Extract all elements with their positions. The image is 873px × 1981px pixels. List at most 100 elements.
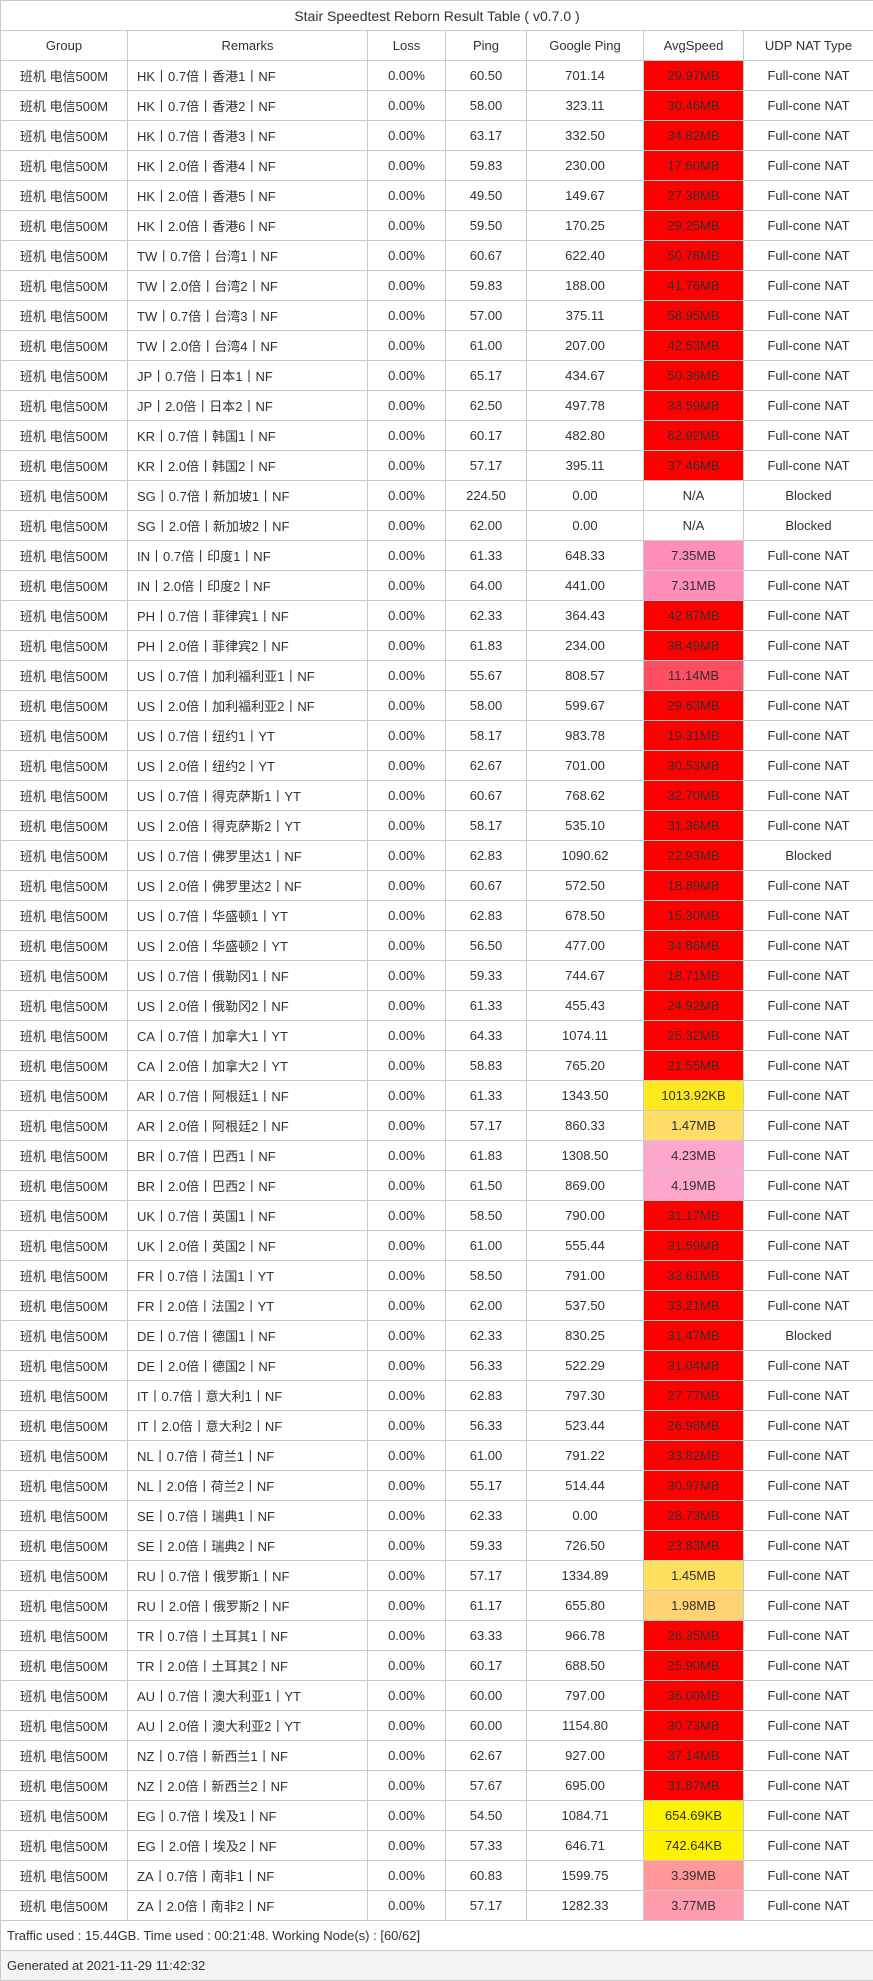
loss-cell: 0.00% [368,541,446,571]
avgspeed-cell: 1.98MB [644,1591,744,1621]
nat-type-cell: Blocked [744,1321,873,1351]
group-cell: 班机 电信500M [1,1501,128,1531]
loss-cell: 0.00% [368,1111,446,1141]
google-ping-cell: 0.00 [527,511,644,541]
avgspeed-cell: 31.47MB [644,1321,744,1351]
nat-type-cell: Full-cone NAT [744,1081,873,1111]
google-ping-cell: 860.33 [527,1111,644,1141]
nat-type-cell: Full-cone NAT [744,1501,873,1531]
ping-cell: 62.33 [446,1501,527,1531]
nat-type-cell: Full-cone NAT [744,361,873,391]
google-ping-cell: 646.71 [527,1831,644,1861]
loss-cell: 0.00% [368,1261,446,1291]
nat-type-cell: Full-cone NAT [744,601,873,631]
loss-cell: 0.00% [368,1621,446,1651]
google-ping-cell: 149.67 [527,181,644,211]
remarks-cell: EG丨0.7倍丨埃及1丨NF [128,1801,368,1831]
nat-type-cell: Full-cone NAT [744,1171,873,1201]
nat-type-cell: Full-cone NAT [744,181,873,211]
loss-cell: 0.00% [368,721,446,751]
table-row: 班机 电信500M SE丨2.0倍丨瑞典2丨NF 0.00% 59.33 726… [1,1531,873,1561]
avgspeed-cell: 42.87MB [644,601,744,631]
table-row: 班机 电信500M NL丨2.0倍丨荷兰2丨NF 0.00% 55.17 514… [1,1471,873,1501]
column-header-remarks: Remarks [128,31,368,61]
google-ping-cell: 1154.80 [527,1711,644,1741]
google-ping-cell: 497.78 [527,391,644,421]
table-row: 班机 电信500M ZA丨0.7倍丨南非1丨NF 0.00% 60.83 159… [1,1861,873,1891]
group-cell: 班机 电信500M [1,751,128,781]
group-cell: 班机 电信500M [1,1261,128,1291]
avgspeed-cell: 19.31MB [644,721,744,751]
nat-type-cell: Full-cone NAT [744,781,873,811]
remarks-cell: KR丨2.0倍丨韩国2丨NF [128,451,368,481]
group-cell: 班机 电信500M [1,1891,128,1921]
loss-cell: 0.00% [368,1141,446,1171]
google-ping-cell: 477.00 [527,931,644,961]
table-row: 班机 电信500M US丨0.7倍丨俄勒冈1丨NF 0.00% 59.33 74… [1,961,873,991]
google-ping-cell: 655.80 [527,1591,644,1621]
loss-cell: 0.00% [368,121,446,151]
group-cell: 班机 电信500M [1,1831,128,1861]
avgspeed-cell: 34.86MB [644,931,744,961]
table-row: 班机 电信500M NZ丨0.7倍丨新西兰1丨NF 0.00% 62.67 92… [1,1741,873,1771]
ping-cell: 62.00 [446,1291,527,1321]
loss-cell: 0.00% [368,391,446,421]
table-row: 班机 电信500M AU丨2.0倍丨澳大利亚2丨YT 0.00% 60.00 1… [1,1711,873,1741]
loss-cell: 0.00% [368,241,446,271]
nat-type-cell: Full-cone NAT [744,691,873,721]
remarks-cell: ZA丨0.7倍丨南非1丨NF [128,1861,368,1891]
loss-cell: 0.00% [368,751,446,781]
remarks-cell: CA丨2.0倍丨加拿大2丨YT [128,1051,368,1081]
group-cell: 班机 电信500M [1,511,128,541]
google-ping-cell: 790.00 [527,1201,644,1231]
table-row: 班机 电信500M TW丨2.0倍丨台湾4丨NF 0.00% 61.00 207… [1,331,873,361]
avgspeed-cell: 33.21MB [644,1291,744,1321]
ping-cell: 59.83 [446,271,527,301]
group-cell: 班机 电信500M [1,1021,128,1051]
loss-cell: 0.00% [368,661,446,691]
loss-cell: 0.00% [368,1381,446,1411]
remarks-cell: KR丨0.7倍丨韩国1丨NF [128,421,368,451]
column-header-group: Group [1,31,128,61]
loss-cell: 0.00% [368,451,446,481]
group-cell: 班机 电信500M [1,1861,128,1891]
group-cell: 班机 电信500M [1,691,128,721]
nat-type-cell: Full-cone NAT [744,961,873,991]
avgspeed-cell: 3.77MB [644,1891,744,1921]
google-ping-cell: 1308.50 [527,1141,644,1171]
google-ping-cell: 983.78 [527,721,644,751]
remarks-cell: ZA丨2.0倍丨南非2丨NF [128,1891,368,1921]
group-cell: 班机 电信500M [1,421,128,451]
remarks-cell: NZ丨0.7倍丨新西兰1丨NF [128,1741,368,1771]
loss-cell: 0.00% [368,871,446,901]
avgspeed-cell: 42.53MB [644,331,744,361]
google-ping-cell: 323.11 [527,91,644,121]
table-row: 班机 电信500M SG丨2.0倍丨新加坡2丨NF 0.00% 62.00 0.… [1,511,873,541]
avgspeed-cell: 37.14MB [644,1741,744,1771]
group-cell: 班机 电信500M [1,1051,128,1081]
remarks-cell: AU丨2.0倍丨澳大利亚2丨YT [128,1711,368,1741]
avgspeed-cell: 21.55MB [644,1051,744,1081]
avgspeed-cell: 3.39MB [644,1861,744,1891]
group-cell: 班机 电信500M [1,1531,128,1561]
nat-type-cell: Full-cone NAT [744,1651,873,1681]
table-row: 班机 电信500M NZ丨2.0倍丨新西兰2丨NF 0.00% 57.67 69… [1,1771,873,1801]
table-row: 班机 电信500M DE丨0.7倍丨德国1丨NF 0.00% 62.33 830… [1,1321,873,1351]
remarks-cell: SG丨2.0倍丨新加坡2丨NF [128,511,368,541]
loss-cell: 0.00% [368,511,446,541]
ping-cell: 61.33 [446,541,527,571]
google-ping-cell: 966.78 [527,1621,644,1651]
table-row: 班机 电信500M JP丨2.0倍丨日本2丨NF 0.00% 62.50 497… [1,391,873,421]
google-ping-cell: 1282.33 [527,1891,644,1921]
ping-cell: 58.00 [446,691,527,721]
remarks-cell: DE丨2.0倍丨德国2丨NF [128,1351,368,1381]
column-header-row: Group Remarks Loss Ping Google Ping AvgS… [1,31,873,61]
loss-cell: 0.00% [368,991,446,1021]
group-cell: 班机 电信500M [1,1561,128,1591]
group-cell: 班机 电信500M [1,1351,128,1381]
google-ping-cell: 523.44 [527,1411,644,1441]
group-cell: 班机 电信500M [1,1621,128,1651]
avgspeed-cell: 31.36MB [644,811,744,841]
remarks-cell: IT丨0.7倍丨意大利1丨NF [128,1381,368,1411]
nat-type-cell: Full-cone NAT [744,1471,873,1501]
